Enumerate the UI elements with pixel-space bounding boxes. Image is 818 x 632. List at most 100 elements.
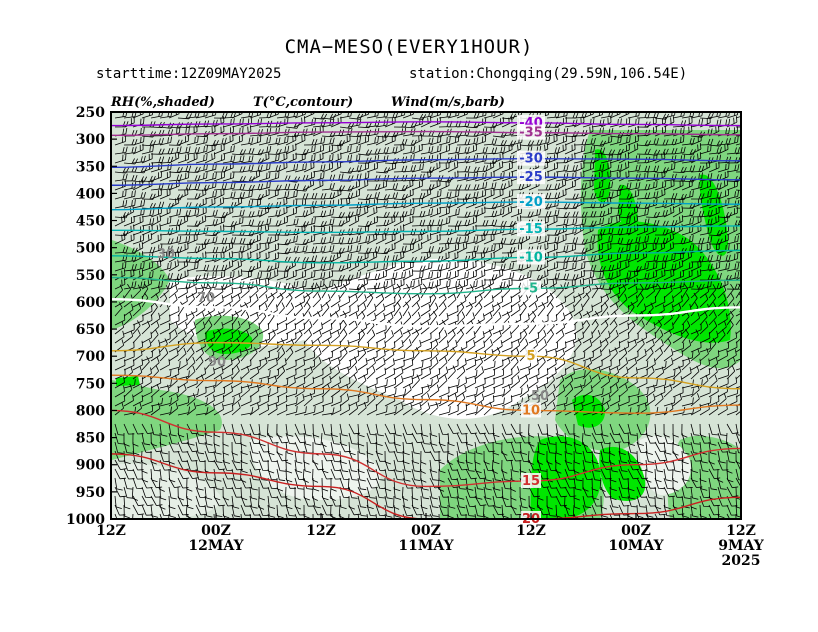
wind-barb-361 [213, 153, 226, 164]
wind-barb-1196 [168, 259, 179, 272]
wind-barb-1191 [123, 263, 137, 272]
wind-barb-328 [546, 146, 560, 155]
wind-barb-1108 [636, 241, 647, 254]
wind-barb-867 [357, 220, 372, 227]
wind-barb-634 [150, 189, 162, 200]
rh-label-70: 70 [197, 291, 215, 306]
wind-barb-695 [699, 190, 712, 200]
wind-barb-769 [735, 207, 741, 209]
wind-barb-874 [420, 219, 435, 227]
wind-barb-235 [339, 134, 351, 146]
field-header-1: T(°C,contour) [253, 95, 353, 110]
wind-barb-1222 [402, 261, 414, 272]
wind-barb-1195 [159, 262, 172, 272]
wind-barb-1060 [204, 246, 219, 254]
wind-barb-335 [609, 148, 624, 155]
contour-label--20: -20 [519, 195, 543, 210]
wind-barb-1315 [609, 269, 621, 281]
wind-barb-296 [258, 145, 272, 155]
wind-barb-1103 [591, 243, 603, 254]
wind-barb-866 [348, 214, 360, 227]
wind-barb-301 [303, 145, 316, 155]
y-tick-label-300: 300 [76, 132, 105, 148]
wind-barb-1132 [222, 250, 234, 263]
wind-barb-1008 [366, 233, 378, 245]
y-tick-label-450: 450 [76, 214, 105, 230]
wind-barb-1099 [555, 245, 569, 254]
wind-barb-212 [132, 135, 145, 146]
contour-label-5: 5 [526, 349, 535, 364]
wind-barb-1269 [195, 272, 209, 281]
wind-barb-1054 [150, 243, 163, 254]
wind-barb-1032 [582, 235, 595, 245]
wind-barb-812 [492, 207, 505, 218]
wind-barb-486 [708, 161, 720, 173]
wind-barb-897 [627, 214, 639, 227]
wind-barb-1271 [213, 270, 226, 281]
wind-barb-1291 [393, 271, 406, 281]
wind-barb-798 [366, 206, 378, 218]
wind-barb-863 [321, 218, 335, 227]
wind-barb-279 [735, 143, 741, 146]
wind-barb-1039 [645, 237, 660, 245]
wind-barb-1199 [195, 264, 210, 272]
wind-barb-781 [213, 211, 228, 219]
wind-barb-1057 [177, 242, 189, 254]
wind-barb-702 [132, 199, 146, 209]
wind-barb-859 [285, 218, 299, 227]
wind-barb-1021 [483, 233, 495, 245]
wind-barb-331 [573, 144, 586, 155]
wind-barb-1145 [339, 253, 352, 263]
wind-barb-1071 [303, 246, 318, 254]
wind-barb-589 [375, 180, 388, 191]
wind-barb-805 [429, 207, 441, 218]
wind-barb-427 [177, 165, 192, 173]
wind-barb-353 [141, 152, 153, 164]
wind-barb-629 [735, 189, 741, 191]
wind-barb-896 [618, 217, 631, 227]
wind-barb-1086 [438, 242, 450, 254]
wind-barb-60 [654, 113, 670, 120]
wind-barb-1176 [618, 253, 631, 263]
wind-barb-139 [736, 126, 741, 128]
wind-barb-612 [582, 179, 594, 191]
wind-barb-611 [573, 182, 587, 191]
wind-barb-1259 [735, 270, 741, 272]
wind-barb-364 [240, 155, 254, 164]
wind-barb-778 [186, 208, 200, 218]
y-tick-label-900: 900 [76, 458, 105, 474]
wind-barb-572 [222, 182, 236, 191]
wind-barb-505 [249, 169, 261, 182]
wind-barb-787 [267, 209, 281, 218]
wind-barb-898 [636, 218, 650, 227]
wind-barb-662 [402, 188, 414, 200]
wind-barb-487 [717, 162, 730, 173]
wind-barb-223 [231, 135, 243, 146]
wind-barb-600 [474, 181, 488, 191]
wind-barb-1282 [312, 271, 326, 281]
wind-barb-506 [258, 171, 271, 182]
wind-barb-300 [294, 148, 309, 156]
wind-barb-1048 [726, 235, 739, 245]
wind-barb-1226 [438, 261, 451, 272]
wind-barb-790 [294, 210, 308, 218]
wind-barb-807 [447, 208, 460, 218]
wind-barb-1205 [249, 261, 262, 272]
wind-barb-1331 [123, 281, 137, 290]
wind-barb-1030 [564, 237, 578, 245]
wind-barb-272 [672, 135, 685, 146]
contour-label-10: 10 [522, 403, 540, 418]
wind-barb-700 [114, 199, 128, 209]
wind-barb-314 [420, 146, 434, 155]
wind-barb-1212 [312, 263, 326, 272]
wind-barb-1246 [618, 260, 630, 272]
wind-barb-1037 [627, 236, 641, 245]
wind-barb-1255 [699, 263, 713, 272]
wind-barb-456 [438, 161, 450, 173]
contour-label--35: -35 [519, 126, 543, 141]
wind-barb-295 [249, 149, 264, 156]
wind-barb-495 [159, 170, 171, 182]
field-header-2: Wind(m/s,barb) [391, 95, 505, 110]
wind-barb-785 [249, 209, 263, 218]
